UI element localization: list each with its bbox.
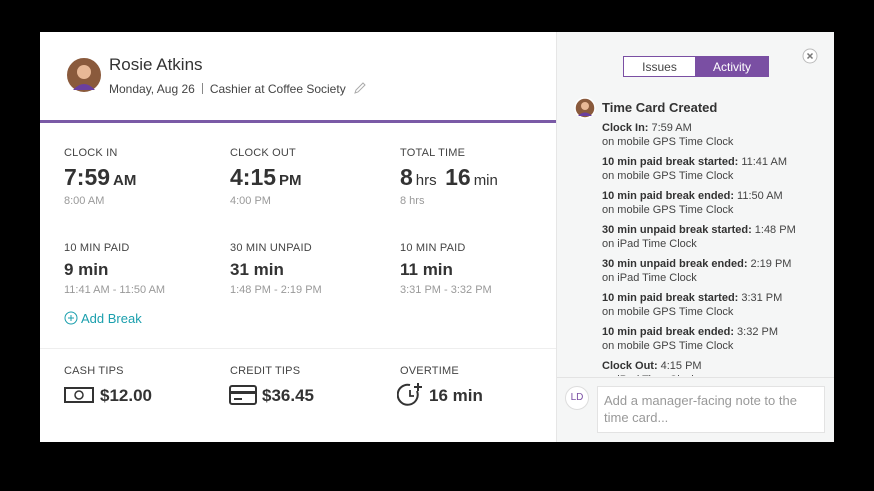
entry-label: 10 min paid break started: [602,292,739,304]
card-icon [229,385,257,405]
break-range: 1:48 PM - 2:19 PM [230,284,322,296]
time: 4:15 [230,164,277,190]
entry-source: on mobile GPS Time Clock [602,170,734,182]
break-label: 10 MIN PAID [400,242,466,254]
entry-time: 3:32 PM [737,326,779,338]
add-break-label: Add Break [81,311,142,326]
entry-label: 10 min paid break started: [602,156,739,168]
activity-avatar [574,97,596,119]
entry-source: on mobile GPS Time Clock [602,340,734,352]
entry-line: 30 min unpaid break ended: 2:19 PM [602,257,832,271]
time: 7:59 [64,164,111,190]
entry-line: Clock Out: 4:15 PM [602,359,832,373]
user-initials: LD [565,386,589,410]
activity-entry: 30 min unpaid break ended: 2:19 PM on iPad… [602,257,832,285]
divider [40,348,556,349]
entry-source: on mobile GPS Time Clock [602,136,734,148]
break-label: 30 MIN UNPAID [230,242,312,254]
add-break-button[interactable]: Add Break [64,311,142,326]
overtime-value: 16 min [429,386,483,405]
clock-out-label: CLOCK OUT [230,147,296,159]
entry-time: 3:31 PM [741,292,783,304]
activity-list: Clock In: 7:59 AM on mobile GPS Time Clock… [602,121,832,376]
hours-unit: hrs [415,172,437,189]
overtime-icon [397,383,422,406]
entry-time: 2:19 PM [750,258,792,270]
time-card-modal: Rosie Atkins Monday, Aug 26 Cashier at Co… [40,32,834,442]
entry-source: on iPad Time Clock [602,238,697,250]
activity-entry: 10 min paid break ended: 3:32 PM on mobile… [602,325,832,353]
entry-label: 30 min unpaid break ended: [602,258,748,270]
entry-label: Clock Out: [602,360,658,372]
shift-date: Monday, Aug 26 [109,82,195,96]
subtitle: Monday, Aug 26 Cashier at Coffee Society [109,81,367,96]
entry-label: 10 min paid break ended: [602,326,735,338]
tip-label: CREDIT TIPS [230,365,301,377]
activity-entry: 30 min unpaid break started: 1:48 PM on iP… [602,223,832,251]
minutes-unit: min [473,172,498,189]
hours: 8 [400,164,413,190]
entry-time: 7:59 AM [651,122,692,134]
edit-icon[interactable] [353,81,367,95]
cash-icon [64,387,94,403]
clock-in-scheduled: 8:00 AM [64,195,105,207]
employee-name: Rosie Atkins [109,55,203,74]
minutes: 16 [445,164,471,190]
activity-entry: 10 min paid break started: 11:41 AM on mob… [602,155,832,183]
activity-tab[interactable]: Activity [695,56,769,77]
entry-time: 11:50 AM [737,190,783,202]
tip-label: OVERTIME [400,365,459,377]
entry-line: 10 min paid break started: 3:31 PM [602,291,832,305]
break-range: 11:41 AM - 11:50 AM [64,284,166,296]
entry-source: on mobile GPS Time Clock [602,306,734,318]
entry-source: on iPad Time Clock [602,373,832,376]
break-duration: 11 min [400,260,453,279]
tip-value: $36.45 [262,386,314,405]
entry-label: 30 min unpaid break started: [602,224,752,236]
entry-line: Clock In: 7:59 AM [602,121,832,135]
activity-entry: Clock In: 7:59 AM on mobile GPS Time Clock [602,121,832,149]
unit: PM [279,172,302,189]
entry-source: on mobile GPS Time Clock [602,204,734,216]
break-duration: 31 min [230,260,284,279]
issues-tab[interactable]: Issues [623,56,696,77]
total-scheduled: 8 hrs [400,195,425,207]
entry-line: 10 min paid break ended: 11:50 AM [602,189,832,203]
entry-time: 1:48 PM [754,224,796,236]
break-label: 10 MIN PAID [64,242,130,254]
activity-entry: 10 min paid break ended: 11:50 AM on mobil… [602,189,832,217]
break-range: 3:31 PM - 3:32 PM [400,284,492,296]
tip-label: CASH TIPS [64,365,124,377]
close-button[interactable] [802,48,818,64]
clock-out-value: 4:15 PM [230,164,302,191]
entry-time: 4:15 PM [660,360,702,372]
entry-time: 11:41 AM [741,156,787,168]
clock-out-scheduled: 4:00 PM [230,195,271,207]
entry-label: 10 min paid break ended: [602,190,735,202]
break-duration: 9 min [64,260,109,279]
role: Cashier at Coffee Society [209,82,346,96]
divider [557,377,834,378]
unit: AM [113,172,137,189]
activity-title: Time Card Created [602,100,718,115]
tip-value: $12.00 [100,386,152,405]
entry-label: Clock In: [602,122,649,134]
total-value: 8 hrs 16 min [400,164,498,191]
note-input[interactable]: Add a manager-facing note to the time ca… [597,386,825,433]
clock-in-label: CLOCK IN [64,147,118,159]
avatar [65,56,103,94]
entry-source: on iPad Time Clock [602,272,697,284]
total-label: TOTAL TIME [400,147,466,159]
entry-line: 10 min paid break ended: 3:32 PM [602,325,832,339]
plus-icon [64,311,78,325]
entry-line: 10 min paid break started: 11:41 AM [602,155,832,169]
entry-line: 30 min unpaid break started: 1:48 PM [602,223,832,237]
clock-in-value: 7:59 AM [64,164,136,191]
activity-entry: 10 min paid break started: 3:31 PM on mobi… [602,291,832,319]
activity-panel: Issues Activity Time Card Created Clock … [556,32,834,442]
accent-bar [40,120,556,123]
